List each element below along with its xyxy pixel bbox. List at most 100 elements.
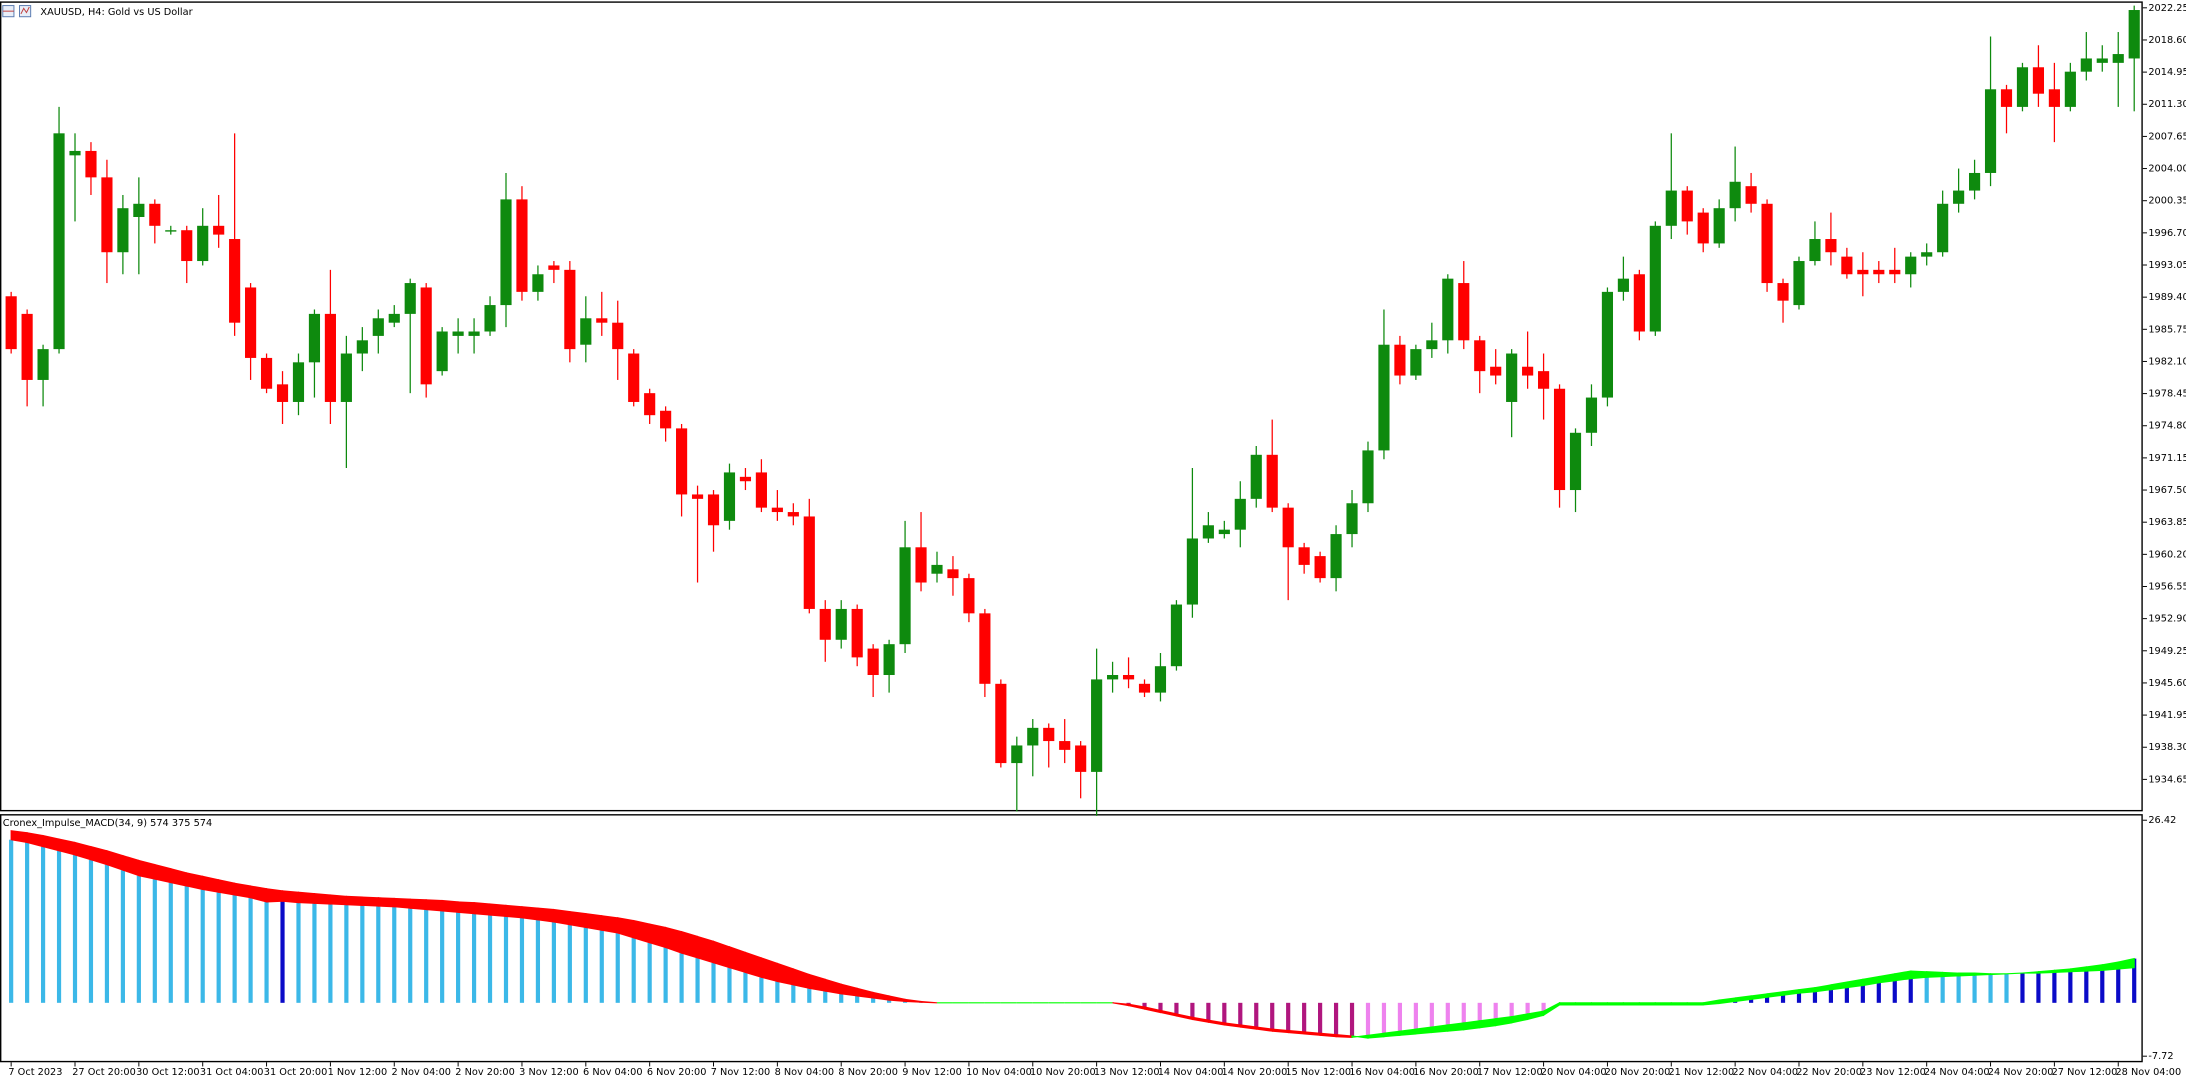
candle-body	[2096, 58, 2108, 63]
candle-body	[564, 269, 576, 350]
signal-band	[1942, 971, 1960, 978]
candle-body	[2112, 54, 2124, 63]
x-tick-label: 20 Nov 20:00	[1605, 1067, 1671, 1078]
x-tick-label: 9 Nov 12:00	[902, 1067, 962, 1078]
histogram-bar	[1238, 1002, 1243, 1028]
candle-body	[2128, 10, 2140, 59]
candle-body	[1170, 604, 1183, 667]
candle-body	[1569, 432, 1582, 491]
candle-body	[835, 608, 847, 640]
candle-body	[851, 608, 863, 658]
indicator-icon-line	[20, 6, 30, 15]
y-tick-label: 2007.65	[2148, 131, 2186, 142]
candle-body	[101, 177, 113, 253]
candle-body	[2000, 89, 2013, 107]
histogram-bar	[519, 917, 525, 1003]
candle-body	[1314, 556, 1326, 579]
histogram-bar	[487, 915, 493, 1003]
candle-body	[53, 133, 65, 350]
histogram-bar	[2052, 970, 2057, 1003]
y-tick-label: 2022.25	[2148, 3, 2186, 14]
candle-body	[181, 230, 193, 262]
x-tick-label: 23 Nov 12:00	[1860, 1067, 1926, 1078]
signal-band	[1910, 970, 1928, 980]
y-tick-label: 1945.60	[2148, 678, 2186, 689]
histogram-bar	[2100, 964, 2105, 1003]
candle-body	[1538, 371, 1550, 389]
x-tick-label: 2 Nov 04:00	[391, 1067, 451, 1078]
candle-body	[260, 357, 273, 389]
candle-body	[436, 331, 448, 372]
candle-body	[883, 644, 895, 676]
histogram-bar	[791, 984, 796, 1003]
histogram-bar	[1940, 972, 1945, 1003]
histogram-bar	[567, 924, 572, 1003]
candle-body	[1665, 190, 1677, 226]
candle-body	[1410, 349, 1422, 376]
signal-band	[425, 899, 443, 912]
candle-body	[1027, 727, 1039, 746]
signal-band	[473, 901, 491, 916]
candle-body	[2048, 89, 2060, 107]
histogram-bar	[1764, 993, 1770, 1003]
signal-band	[1638, 1002, 1656, 1006]
x-tick-label: 24 Nov 04:00	[1924, 1067, 1990, 1078]
signal-band	[393, 897, 411, 909]
histogram-bar	[1206, 1002, 1211, 1023]
y-tick-label: 1989.40	[2148, 292, 2186, 303]
signal-band	[1974, 972, 1992, 976]
histogram-bar	[2068, 968, 2073, 1003]
x-tick-label: 24 Nov 20:00	[1988, 1067, 2054, 1078]
histogram-bar	[312, 903, 317, 1003]
candle-body	[979, 613, 991, 684]
histogram-bar	[695, 957, 700, 1003]
histogram-bar	[1541, 1002, 1546, 1012]
x-tick-label: 6 Nov 20:00	[647, 1067, 707, 1078]
x-tick-label: 6 Nov 04:00	[583, 1067, 643, 1078]
candle-body	[723, 472, 736, 521]
signal-band	[441, 899, 459, 913]
signal-band	[457, 901, 475, 915]
candle-body	[1809, 239, 1821, 262]
histogram-bar	[1780, 991, 1786, 1003]
toolbar-icons[interactable]	[2, 5, 32, 18]
histogram-bar	[168, 882, 173, 1003]
histogram-bar	[1381, 1002, 1387, 1034]
candle-body	[372, 318, 384, 336]
histogram-bar	[1270, 1002, 1275, 1032]
x-tick-label: 2 Nov 20:00	[455, 1067, 515, 1078]
candle-body	[324, 313, 336, 402]
histogram-bar	[1988, 973, 1993, 1003]
candle-body	[69, 150, 81, 156]
candle-body	[676, 428, 688, 495]
candle-body	[245, 287, 257, 358]
histogram-bar	[2132, 958, 2137, 1003]
x-tick-label: 16 Nov 20:00	[1413, 1067, 1479, 1078]
histogram-bar	[1796, 989, 1802, 1003]
signal-band	[1989, 973, 2007, 976]
histogram-bar	[823, 991, 828, 1003]
y-tick-label: 2004.00	[2148, 164, 2186, 175]
y-tick-label: 1978.45	[2148, 389, 2186, 400]
signal-band	[2117, 957, 2135, 970]
x-tick-label: 14 Nov 04:00	[1158, 1067, 1224, 1078]
signal-band	[1958, 972, 1976, 977]
candle-body	[1681, 190, 1693, 222]
histogram-bar	[1286, 1002, 1291, 1033]
candle-body	[1362, 450, 1374, 504]
candle-body	[149, 203, 161, 226]
x-tick-label: 31 Oct 20:00	[264, 1067, 328, 1078]
candle-body	[1506, 353, 1518, 402]
y-tick-label: 1949.25	[2148, 646, 2186, 657]
histogram-bar	[344, 904, 349, 1003]
histogram-bar	[296, 902, 301, 1003]
signal-band	[345, 895, 363, 906]
histogram-bar	[1860, 979, 1865, 1003]
candle-body	[1059, 741, 1071, 750]
signal-band	[2006, 972, 2023, 975]
signal-band	[1926, 971, 1944, 978]
histogram-bar	[1142, 1002, 1147, 1010]
candle-body	[5, 296, 17, 350]
histogram-bar	[855, 995, 860, 1003]
